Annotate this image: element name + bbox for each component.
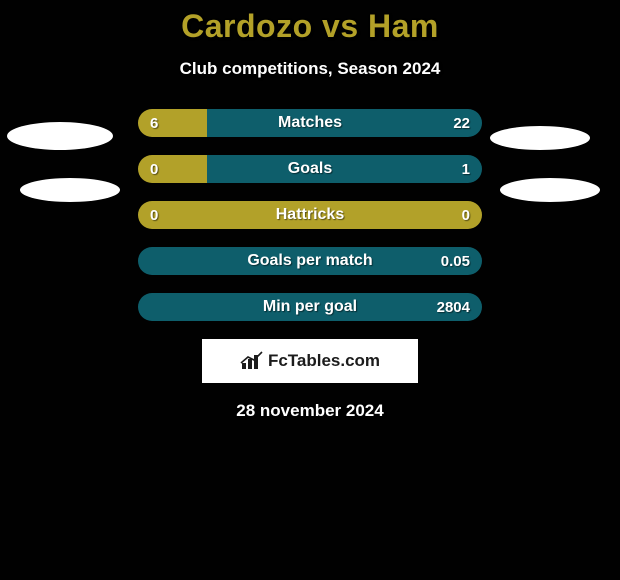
comparison-chart: 622Matches 01Goals 00Hattricks 0.05Goals pe… (138, 109, 482, 321)
stat-row: 01Goals (138, 155, 482, 183)
subtitle: Club competitions, Season 2024 (0, 59, 620, 79)
stat-label: Goals (138, 155, 482, 183)
avatar-placeholder (500, 178, 600, 202)
stat-row: 2804Min per goal (138, 293, 482, 321)
avatar-placeholder (7, 122, 113, 150)
bar-chart-icon (240, 351, 264, 371)
avatar-placeholder (20, 178, 120, 202)
stat-row: 00Hattricks (138, 201, 482, 229)
stat-label: Hattricks (138, 201, 482, 229)
stat-label: Matches (138, 109, 482, 137)
avatar-placeholder (490, 126, 590, 150)
stat-row: 0.05Goals per match (138, 247, 482, 275)
stat-row: 622Matches (138, 109, 482, 137)
stat-label: Min per goal (138, 293, 482, 321)
page-title: Cardozo vs Ham (0, 0, 620, 45)
stat-label: Goals per match (138, 247, 482, 275)
logo-text: FcTables.com (268, 351, 380, 371)
logo-card: FcTables.com (202, 339, 418, 383)
date-label: 28 november 2024 (0, 401, 620, 421)
